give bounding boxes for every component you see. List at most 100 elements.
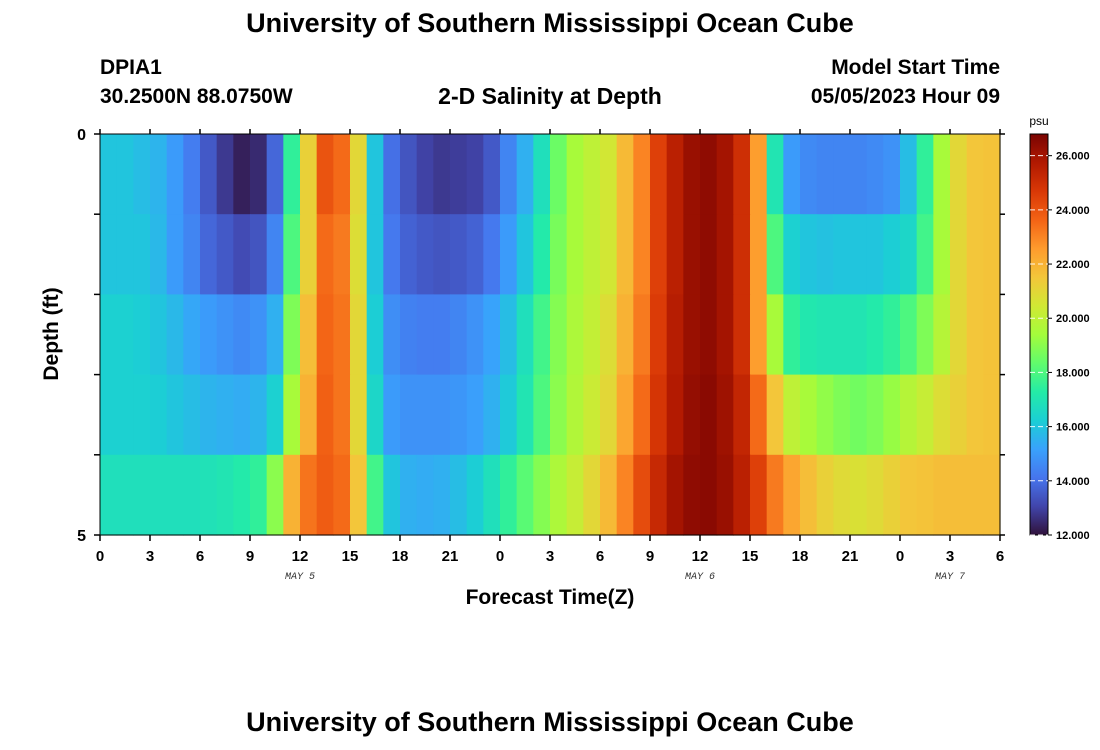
- x-tick-label: 6: [996, 548, 1004, 565]
- heatmap-cell: [483, 294, 501, 376]
- heatmap-cell: [566, 454, 584, 536]
- heatmap-cell: [533, 454, 551, 536]
- heatmap-cell: [166, 374, 184, 456]
- heatmap-cell: [283, 294, 301, 376]
- heatmap-cell: [533, 214, 551, 295]
- heatmap-cell: [816, 294, 834, 376]
- heatmap-cell: [133, 374, 151, 456]
- heatmap-cell: [350, 134, 368, 215]
- heatmap-cell: [950, 374, 968, 456]
- x-tick-label: 12: [292, 548, 309, 565]
- y-axis-label: Depth (ft): [40, 287, 63, 380]
- heatmap-cell: [300, 214, 318, 295]
- heatmap-cell: [316, 294, 334, 376]
- heatmap-cell: [450, 214, 468, 295]
- x-axis-label: Forecast Time(Z): [466, 586, 635, 609]
- heatmap-cell: [300, 374, 318, 456]
- heatmap-cell: [816, 454, 834, 536]
- station-id: DPIA1: [100, 56, 162, 79]
- heatmap-cell: [766, 134, 784, 215]
- heatmap-cell: [400, 214, 418, 295]
- heatmap-cell: [833, 374, 851, 456]
- x-tick-label: 15: [742, 548, 759, 565]
- heatmap-cell: [466, 214, 484, 295]
- heatmap-cell: [633, 454, 651, 536]
- heatmap-cell: [433, 374, 451, 456]
- heatmap-cell: [233, 374, 251, 456]
- heatmap-cell: [250, 294, 268, 376]
- heatmap-cell: [916, 374, 934, 456]
- heatmap-cell: [183, 294, 201, 376]
- x-tick-label: 0: [496, 548, 504, 565]
- x-tick-label: 6: [596, 548, 604, 565]
- heatmap-cell: [616, 454, 634, 536]
- heatmap-cell: [266, 134, 284, 215]
- colorbar: 12.000 14.000 16.000 18.000 20.000 22.000 24.0…: [1029, 114, 1089, 542]
- heatmap-cell: [466, 454, 484, 536]
- heatmap-cell: [316, 134, 334, 215]
- heatmap-cell: [833, 214, 851, 295]
- heatmap-cell: [583, 454, 601, 536]
- heatmap-cell: [150, 134, 168, 215]
- heatmap-cell: [616, 294, 634, 376]
- heatmap-cell: [916, 294, 934, 376]
- heatmap-cell: [150, 294, 168, 376]
- x-tick-label: 12: [692, 548, 709, 565]
- heatmap-cell: [550, 454, 568, 536]
- heatmap-cell: [200, 374, 218, 456]
- heatmap-cell: [300, 294, 318, 376]
- x-tick-label: 15: [342, 548, 359, 565]
- heatmap-cell: [283, 454, 301, 536]
- heatmap-cell: [966, 214, 984, 295]
- colorbar-unit-label: psu: [1029, 114, 1048, 128]
- heatmap-cell: [633, 374, 651, 456]
- heatmap-cell: [283, 134, 301, 215]
- heatmap-cell: [483, 374, 501, 456]
- heatmap-cell: [933, 374, 951, 456]
- heatmap-cell: [100, 374, 118, 456]
- heatmap-cell: [183, 374, 201, 456]
- heatmap-cell: [550, 294, 568, 376]
- colorbar-tick-label: 26.000: [1056, 151, 1090, 163]
- heatmap-cell: [783, 454, 801, 536]
- heatmap-cell: [700, 294, 718, 376]
- heatmap-cell: [683, 294, 701, 376]
- heatmap-cell: [550, 214, 568, 295]
- heatmap-cell: [400, 454, 418, 536]
- heatmap-cell: [333, 454, 351, 536]
- heatmap-cell: [350, 294, 368, 376]
- heatmap-cell: [533, 134, 551, 215]
- heatmap-cell: [800, 294, 818, 376]
- heatmap-cell: [450, 374, 468, 456]
- heatmap-cell: [183, 454, 201, 536]
- heatmap-cell: [250, 214, 268, 295]
- heatmap-cell: [683, 214, 701, 295]
- heatmap-cell: [850, 214, 868, 295]
- heatmap-cell: [516, 134, 534, 215]
- heatmap-cell: [933, 134, 951, 215]
- heatmap-cell: [666, 294, 684, 376]
- heatmap-cell: [700, 214, 718, 295]
- date-label: MAY 5: [285, 572, 315, 583]
- y-tick-label: 5: [77, 528, 86, 545]
- heatmap-cell: [100, 214, 118, 295]
- heatmap-cell: [866, 454, 884, 536]
- heatmap-cell: [450, 294, 468, 376]
- heatmap-cell: [266, 374, 284, 456]
- heatmap-cell: [650, 214, 668, 295]
- heatmap-cell: [400, 374, 418, 456]
- heatmap-cell: [116, 214, 134, 295]
- heatmap-cell: [266, 214, 284, 295]
- x-tick-label: 21: [442, 548, 459, 565]
- heatmap-cell: [233, 134, 251, 215]
- page-title: University of Southern Mississippi Ocean…: [246, 8, 854, 38]
- heatmap-cell: [650, 374, 668, 456]
- heatmap-cell: [233, 294, 251, 376]
- heatmap-cell: [416, 374, 434, 456]
- heatmap-cell: [200, 214, 218, 295]
- heatmap-cell: [133, 294, 151, 376]
- x-tick-label: 3: [546, 548, 554, 565]
- colorbar-tick-label: 16.000: [1056, 422, 1090, 434]
